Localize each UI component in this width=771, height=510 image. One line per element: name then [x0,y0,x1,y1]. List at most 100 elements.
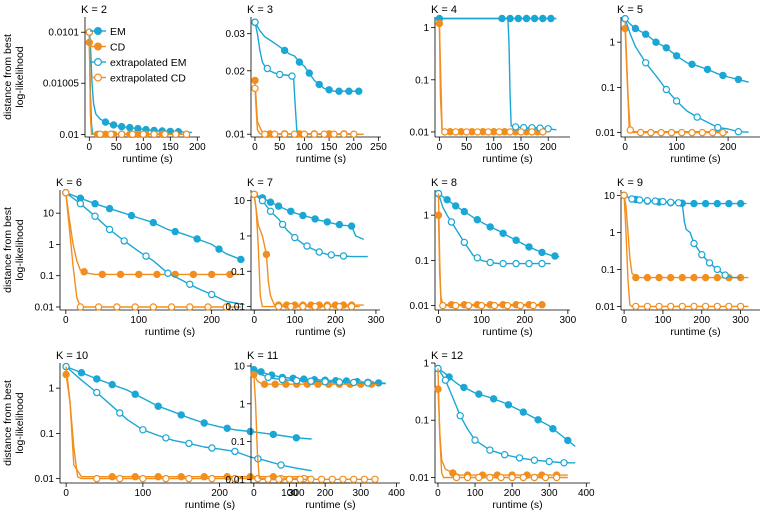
series-line-em [65,365,312,440]
y-axis-label-row-2: distance from best log-likelihood [2,207,26,293]
data-point-em [725,199,733,208]
series-line-cd [623,195,749,279]
series-line-cd [438,23,549,133]
data-point-extrapolated-cd [204,303,212,311]
panel-title: K = 7 [247,177,273,189]
y-tick-label: 0.01 [410,473,430,484]
data-point-em [200,419,208,427]
x-tick-label: 150 [513,142,530,153]
data-point-extrapolated-em [264,373,272,382]
legend-label: extrapolated CD [110,72,186,84]
data-point-extrapolated-cd [463,473,472,482]
panel-title: K = 8 [431,177,457,189]
data-point-extrapolated-cd [464,301,473,310]
data-point-extrapolated-em [714,123,722,132]
data-point-extrapolated-cd [636,128,645,137]
data-point-extrapolated-cd [328,475,336,483]
x-tick-label: 150 [321,142,338,153]
data-point-em [713,199,722,208]
data-point-extrapolated-cd [161,130,169,138]
data-point-extrapolated-cd [620,191,628,200]
x-tick-label: 300 [541,488,558,499]
data-point-em [171,227,179,236]
data-point-extrapolated-em [662,85,671,94]
data-point-extrapolated-cd [462,128,471,136]
data-point-extrapolated-cd [85,28,94,36]
data-point-em [499,229,507,237]
data-point-em [539,14,547,23]
data-point-em [652,38,660,46]
x-tick-label: 0 [251,315,257,326]
series-line-extrapolated-cd [65,366,312,480]
data-point-extrapolated-em [258,196,267,205]
y-axis-label: log-likelihood [14,219,26,280]
x-tick-label: 100 [467,488,484,499]
data-point-em [736,199,745,208]
data-point-extrapolated-cd [93,474,101,483]
data-point-extrapolated-cd [285,475,294,483]
y-tick-label: 10 [604,191,616,202]
data-point-em [690,199,698,208]
data-point-extrapolated-em [441,376,450,384]
data-point-extrapolated-cd [150,130,158,138]
series-line-extrapolated-cd [437,193,542,307]
data-point-extrapolated-cd [667,128,676,137]
y-axis-label: log-likelihood [14,392,26,453]
data-point-cd [632,273,640,282]
data-point-extrapolated-em [139,426,147,434]
data-point-extrapolated-em [207,290,216,299]
data-point-extrapolated-em [698,250,706,259]
data-point-extrapolated-em [530,456,539,464]
data-point-em [460,207,468,216]
data-point-cd [678,273,687,282]
legend-marker [93,27,102,36]
data-point-extrapolated-cd [330,130,338,138]
legend: EM CD extrapolated EM extrapolated CD [90,26,186,84]
data-point-extrapolated-cd [719,128,727,137]
data-point-em [486,223,494,231]
x-axis-label: runtime (s) [122,153,172,165]
y-tick-label: 0.1 [415,416,429,427]
data-point-extrapolated-em [734,127,743,136]
x-tick-label: 0 [63,315,69,326]
data-point-cd [271,380,279,388]
y-tick-label: 0.01 [60,130,80,141]
data-point-extrapolated-cd [690,302,698,311]
series-line-em [624,18,749,83]
data-point-extrapolated-em [635,196,644,204]
data-point-em [719,71,727,80]
data-point-em [525,243,533,251]
data-point-extrapolated-cd [626,126,635,134]
data-point-extrapolated-em [91,212,99,220]
data-point-extrapolated-cd [96,130,104,138]
y-tick-label: 0.1 [601,83,615,94]
data-point-em [688,60,696,69]
data-point-extrapolated-cd [171,130,180,138]
data-point-em [335,220,344,229]
data-point-extrapolated-em [288,72,296,80]
data-point-extrapolated-cd [185,474,193,483]
data-point-extrapolated-em [659,197,667,206]
x-tick-label: 200 [504,488,521,499]
data-point-extrapolated-cd [539,128,547,136]
x-tick-label: 0 [437,142,443,153]
data-point-em [154,402,162,410]
data-point-em [549,425,557,433]
data-point-em [299,211,307,220]
data-point-cd [260,380,269,388]
data-point-extrapolated-cd [299,302,307,311]
y-tick-label: 0.1 [601,265,615,276]
data-point-extrapolated-cd [503,301,512,310]
data-point-em [223,424,231,432]
data-point-em [101,118,110,126]
data-point-em [672,52,681,60]
data-point-cd [701,273,710,282]
data-point-extrapolated-em [713,265,722,274]
data-point-extrapolated-cd [350,130,358,138]
data-point-extrapolated-em [208,444,216,452]
legend-label: EM [110,26,126,38]
x-tick-label: 0 [622,142,628,153]
data-point-extrapolated-em [364,379,372,387]
panel-1: K = 2 0 50 100 150 200 0.01 0.01005 0.0101 runtim… [43,4,206,165]
data-point-cd [655,273,663,282]
